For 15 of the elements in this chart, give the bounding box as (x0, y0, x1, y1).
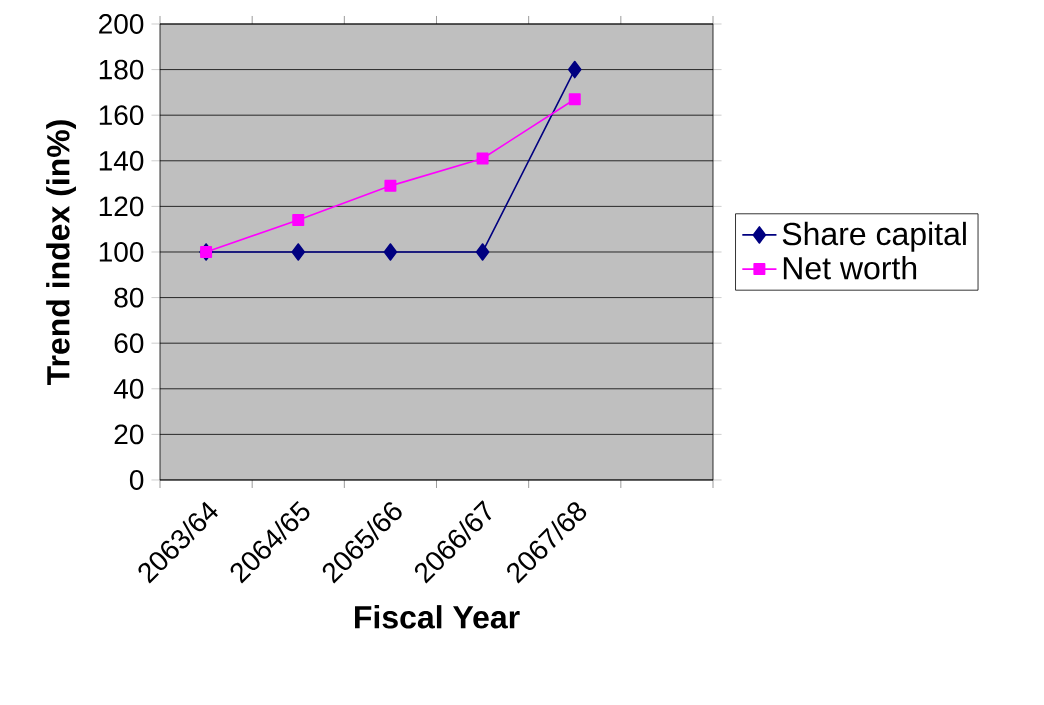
y-tick-label: 80 (114, 287, 144, 308)
y-tick-label: 200 (99, 14, 144, 34)
y-tick-label: 0 (129, 470, 144, 490)
y-tick-label: 160 (99, 105, 144, 126)
y-tick-label: 60 (114, 333, 144, 354)
y-tick-label: 40 (113, 378, 144, 399)
x-axis-title: Fiscal Year (355, 605, 520, 629)
y-tick-label: 120 (99, 196, 144, 217)
y-tick-label: 140 (99, 150, 144, 171)
legend-label: Share capital (782, 221, 966, 252)
y-tick-label: 100 (99, 242, 144, 262)
y-axis-title: Trend index (in%) (46, 120, 76, 385)
y-tick-label: 180 (99, 59, 144, 80)
legend-label: Net worth (783, 255, 917, 280)
y-tick-label: 20 (114, 424, 144, 445)
